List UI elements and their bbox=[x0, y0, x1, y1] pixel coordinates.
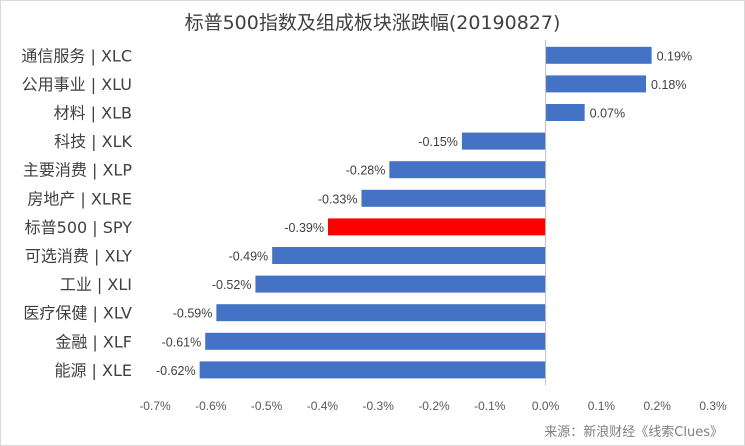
bar-1 bbox=[545, 75, 647, 93]
category-label: 通信服务 | XLC bbox=[21, 46, 132, 65]
category-label: 科技 | XLK bbox=[54, 132, 132, 151]
bar-3 bbox=[461, 132, 546, 150]
data-label: 0.18% bbox=[651, 78, 686, 92]
x-tick-label: -0.7% bbox=[139, 399, 171, 413]
bar-11 bbox=[199, 361, 546, 379]
x-tick-label: 0.3% bbox=[699, 399, 727, 413]
category-label: 可选消费 | XLY bbox=[25, 247, 132, 266]
data-label: -0.59% bbox=[173, 307, 213, 321]
category-label: 材料 | XLB bbox=[54, 104, 132, 123]
bar-8 bbox=[255, 275, 546, 293]
bar-4 bbox=[389, 161, 546, 179]
bar-5 bbox=[361, 189, 546, 207]
data-label: -0.49% bbox=[229, 250, 269, 264]
x-tick-label: -0.4% bbox=[307, 399, 339, 413]
x-tick-label: -0.1% bbox=[474, 399, 506, 413]
category-label: 金融 | XLF bbox=[55, 332, 132, 351]
x-tick-label: -0.6% bbox=[195, 399, 227, 413]
category-label: 主要消费 | XLP bbox=[23, 161, 132, 180]
x-tick-label: -0.3% bbox=[363, 399, 395, 413]
data-label: -0.28% bbox=[346, 164, 386, 178]
bar-0 bbox=[545, 46, 652, 64]
data-label: -0.52% bbox=[212, 278, 252, 292]
x-tick-label: -0.5% bbox=[251, 399, 283, 413]
x-tick-label: -0.2% bbox=[418, 399, 450, 413]
source-note: 来源：新浪财经《线索Clues》 bbox=[544, 425, 723, 440]
data-label: -0.61% bbox=[162, 335, 202, 349]
category-label: 医疗保健 | XLV bbox=[23, 304, 132, 323]
category-label: 能源 | XLE bbox=[54, 361, 132, 380]
chart-title: 标普500指数及组成板块涨跌幅(20190827) bbox=[184, 12, 561, 34]
data-label: -0.39% bbox=[284, 221, 324, 235]
bar-10 bbox=[205, 332, 546, 350]
bar-7 bbox=[272, 247, 546, 264]
data-label: -0.62% bbox=[156, 364, 196, 378]
data-label: -0.33% bbox=[318, 192, 358, 206]
bar-2 bbox=[545, 104, 585, 121]
category-label: 工业 | XLI bbox=[60, 275, 132, 294]
x-tick-label: 0.1% bbox=[588, 399, 616, 413]
data-label: 0.19% bbox=[657, 49, 692, 63]
category-label: 标普500 | SPY bbox=[25, 218, 133, 237]
category-label: 公用事业 | XLU bbox=[22, 75, 132, 94]
x-tick-label: 0.2% bbox=[644, 399, 672, 413]
bar-9 bbox=[216, 304, 546, 322]
x-tick-label: 0.0% bbox=[532, 399, 560, 413]
data-label: -0.15% bbox=[418, 135, 458, 149]
data-label: 0.07% bbox=[590, 107, 625, 121]
bar-6 bbox=[327, 218, 546, 236]
category-label: 房地产 | XLRE bbox=[27, 189, 132, 208]
